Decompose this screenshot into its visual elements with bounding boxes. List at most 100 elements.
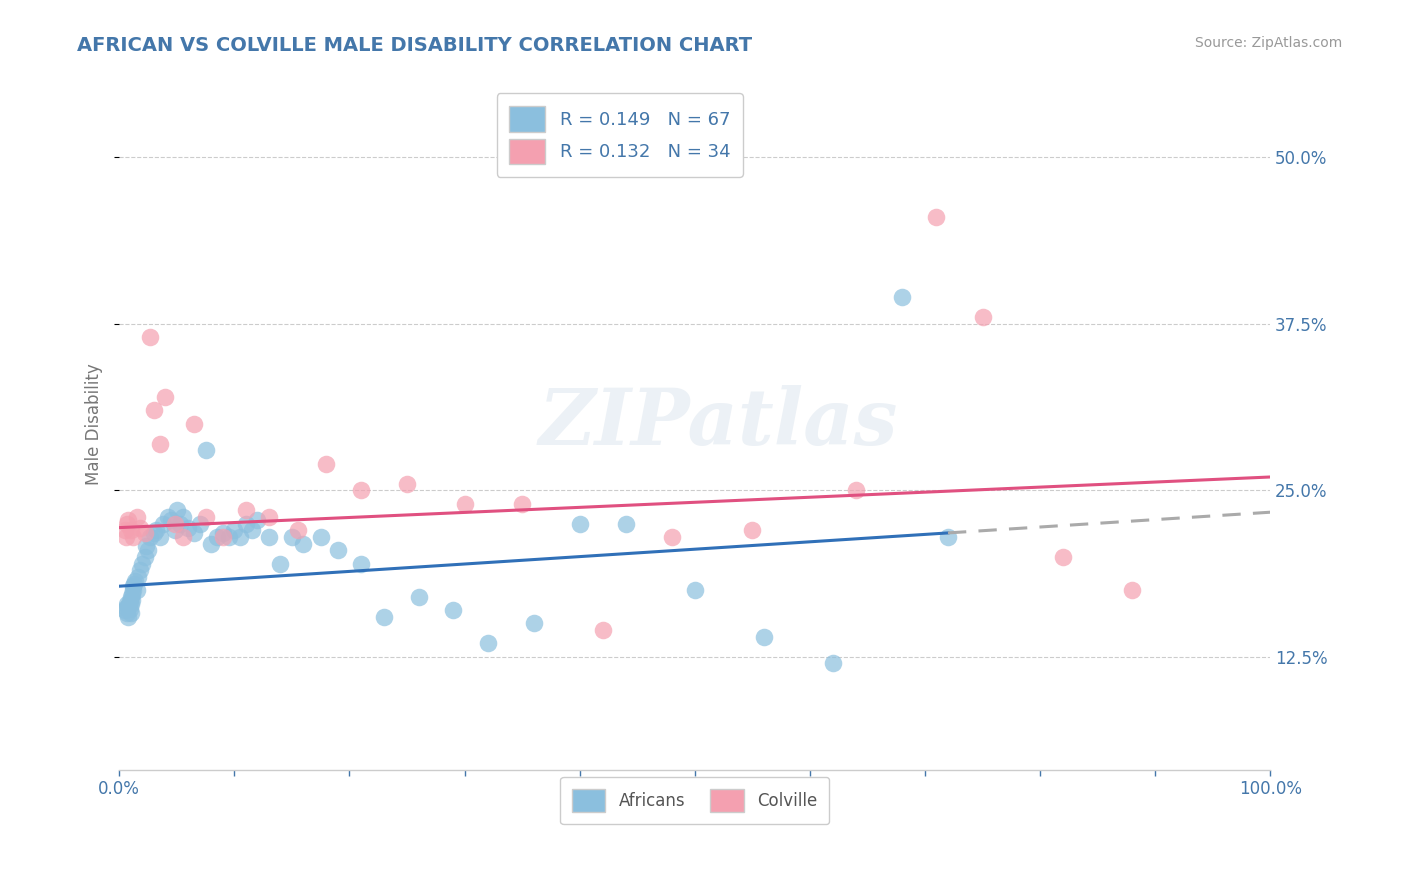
Point [145, 523, 167, 537]
Point [117, 610, 139, 624]
Point [122, 579, 145, 593]
Point [117, 597, 139, 611]
Point [477, 636, 499, 650]
Point [523, 616, 546, 631]
Point [117, 516, 139, 531]
Point [183, 525, 205, 540]
Point [120, 523, 142, 537]
Point [218, 530, 240, 544]
Point [125, 510, 148, 524]
Point [142, 525, 165, 540]
Point [292, 536, 315, 550]
Point [246, 513, 269, 527]
Point [845, 483, 868, 498]
Point [257, 530, 280, 544]
Point [115, 600, 138, 615]
Point [212, 525, 235, 540]
Text: ZIPatlas: ZIPatlas [538, 385, 897, 462]
Point [155, 390, 177, 404]
Legend: Africans, Colville: Africans, Colville [561, 777, 830, 824]
Point [309, 530, 332, 544]
Point [194, 510, 217, 524]
Point [122, 530, 145, 544]
Point [614, 516, 637, 531]
Point [177, 520, 200, 534]
Point [148, 436, 170, 450]
Point [741, 523, 763, 537]
Point [972, 310, 994, 325]
Point [510, 497, 533, 511]
Point [240, 523, 263, 537]
Point [136, 543, 159, 558]
Point [131, 557, 153, 571]
Point [120, 590, 142, 604]
Point [592, 623, 614, 637]
Point [1121, 583, 1143, 598]
Point [139, 530, 162, 544]
Point [122, 576, 145, 591]
Point [121, 592, 143, 607]
Point [114, 523, 136, 537]
Point [350, 557, 373, 571]
Point [890, 290, 912, 304]
Point [235, 516, 257, 531]
Point [169, 516, 191, 531]
Point [163, 523, 186, 537]
Point [124, 574, 146, 588]
Point [326, 543, 349, 558]
Point [205, 530, 228, 544]
Point [350, 483, 373, 498]
Point [134, 525, 156, 540]
Point [142, 403, 165, 417]
Point [122, 583, 145, 598]
Point [117, 599, 139, 614]
Point [936, 530, 959, 544]
Point [1052, 549, 1074, 564]
Point [127, 570, 149, 584]
Point [408, 590, 430, 604]
Point [661, 530, 683, 544]
Point [135, 539, 157, 553]
Point [152, 516, 174, 531]
Point [683, 583, 706, 598]
Point [120, 606, 142, 620]
Point [200, 536, 222, 550]
Point [395, 476, 418, 491]
Point [568, 516, 591, 531]
Point [120, 597, 142, 611]
Point [139, 330, 162, 344]
Point [115, 530, 138, 544]
Point [373, 610, 395, 624]
Point [212, 530, 235, 544]
Point [188, 516, 211, 531]
Point [172, 510, 194, 524]
Point [453, 497, 475, 511]
Point [287, 523, 309, 537]
Point [114, 603, 136, 617]
Point [160, 513, 183, 527]
Point [925, 211, 948, 225]
Text: Source: ZipAtlas.com: Source: ZipAtlas.com [1195, 36, 1343, 50]
Point [117, 513, 139, 527]
Point [134, 549, 156, 564]
Point [235, 503, 257, 517]
Point [224, 523, 246, 537]
Point [166, 503, 188, 517]
Point [163, 516, 186, 531]
Point [129, 520, 152, 534]
Point [315, 457, 337, 471]
Point [183, 417, 205, 431]
Point [118, 594, 141, 608]
Point [821, 657, 844, 671]
Point [125, 583, 148, 598]
Point [269, 557, 291, 571]
Point [172, 530, 194, 544]
Y-axis label: Male Disability: Male Disability [86, 363, 103, 484]
Point [194, 443, 217, 458]
Point [121, 587, 143, 601]
Point [257, 510, 280, 524]
Text: AFRICAN VS COLVILLE MALE DISABILITY CORRELATION CHART: AFRICAN VS COLVILLE MALE DISABILITY CORR… [77, 36, 752, 54]
Point [752, 630, 775, 644]
Point [129, 563, 152, 577]
Point [148, 530, 170, 544]
